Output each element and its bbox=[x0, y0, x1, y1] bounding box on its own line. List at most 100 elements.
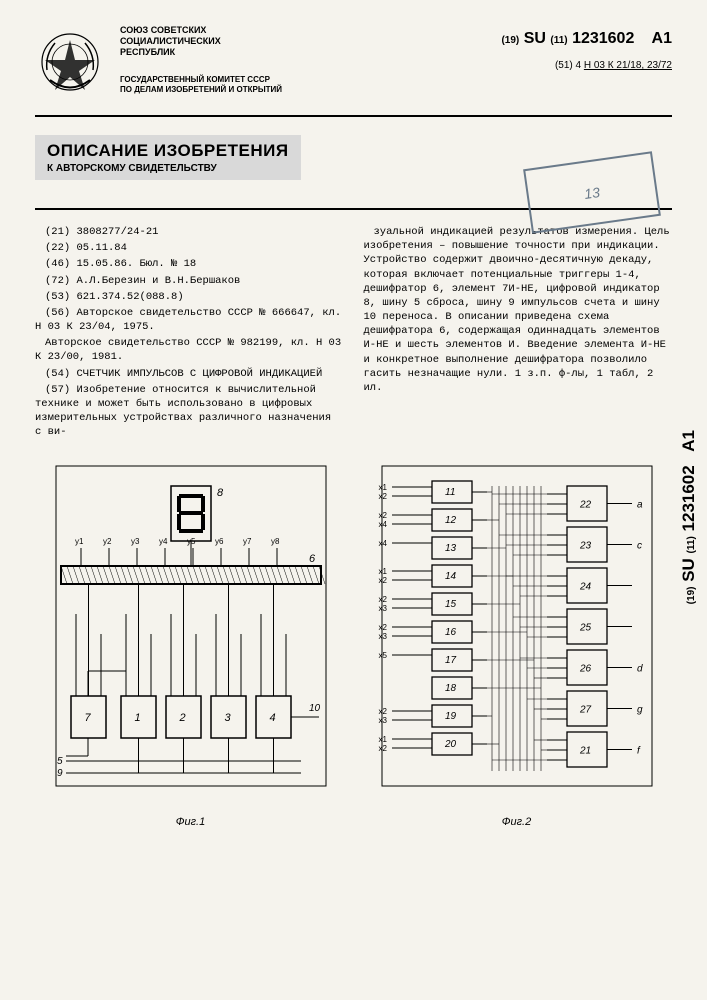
divider bbox=[35, 115, 672, 117]
svg-text:y8: y8 bbox=[271, 537, 280, 546]
doc-kind: A1 bbox=[652, 30, 672, 47]
svg-text:x1: x1 bbox=[378, 483, 387, 492]
doc-id-block: (19) SU (11) 1231602 A1 (51) 4 Н 03 К 21… bbox=[501, 25, 672, 100]
figure-2-caption: Фиг.2 bbox=[377, 816, 657, 828]
svg-text:x2: x2 bbox=[378, 744, 387, 753]
biblio-line: (21) 3808277/24-21 bbox=[35, 225, 344, 239]
svg-text:7: 7 bbox=[84, 712, 91, 724]
svg-text:c: c bbox=[637, 541, 642, 552]
svg-text:9: 9 bbox=[57, 768, 63, 779]
svg-text:x1: x1 bbox=[378, 567, 387, 576]
biblio-line: (46) 15.05.86. Бюл. № 18 bbox=[35, 257, 344, 271]
ipc-code: Н 03 К 21/18, 23/72 bbox=[584, 60, 672, 71]
title-sub: К АВТОРСКОМУ СВИДЕТЕЛЬСТВУ bbox=[47, 163, 289, 174]
doc-id: (19) SU (11) 1231602 A1 bbox=[501, 30, 672, 48]
committee-name: ГОСУДАРСТВЕННЫЙ КОМИТЕТ СССР ПО ДЕЛАМ ИЗ… bbox=[120, 75, 486, 94]
figure-1-caption: Фиг.1 bbox=[51, 816, 331, 828]
svg-text:x4: x4 bbox=[378, 520, 387, 529]
svg-text:y6: y6 bbox=[215, 537, 224, 546]
svg-text:d: d bbox=[637, 664, 643, 675]
org-line: СОЦИАЛИСТИЧЕСКИХ bbox=[120, 36, 486, 47]
svg-text:4: 4 bbox=[269, 712, 275, 724]
title-block: ОПИСАНИЕ ИЗОБРЕТЕНИЯ К АВТОРСКОМУ СВИДЕТ… bbox=[35, 135, 301, 180]
figure-1-drawing: 86y1y2y3y4y5y6y7y8123475910 bbox=[51, 461, 331, 811]
svg-text:21: 21 bbox=[579, 746, 591, 757]
svg-text:x3: x3 bbox=[378, 604, 387, 613]
svg-text:y7: y7 bbox=[243, 537, 252, 546]
abstract-line: зуальной индикацией результатов измерени… bbox=[364, 225, 673, 395]
svg-text:24: 24 bbox=[579, 582, 592, 593]
patent-page: СОЮЗ СОВЕТСКИХ СОЦИАЛИСТИЧЕСКИХ РЕСПУБЛИ… bbox=[0, 0, 707, 1000]
side-country: SU bbox=[679, 558, 698, 582]
abstract-columns: (21) 3808277/24-21 (22) 05.11.84 (46) 15.0… bbox=[35, 225, 672, 441]
ipc-prefix: (51) 4 bbox=[555, 60, 581, 71]
committee-line: ПО ДЕЛАМ ИЗОБРЕТЕНИЙ И ОТКРЫТИЙ bbox=[120, 85, 486, 95]
side-kind: A1 bbox=[679, 430, 698, 452]
ipc: (51) 4 Н 03 К 21/18, 23/72 bbox=[501, 60, 672, 71]
svg-text:13: 13 bbox=[445, 543, 457, 554]
title-main: ОПИСАНИЕ ИЗОБРЕТЕНИЯ bbox=[47, 141, 289, 161]
svg-text:x2: x2 bbox=[378, 511, 387, 520]
svg-text:x5: x5 bbox=[378, 651, 387, 660]
biblio-line: (57) Изобретение относится к вычислитель… bbox=[35, 383, 344, 440]
svg-text:25: 25 bbox=[579, 623, 592, 634]
svg-text:6: 6 bbox=[309, 553, 316, 565]
side-doc-id: (19) SU (11) 1231602 A1 bbox=[679, 430, 699, 604]
figure-2-drawing: 11x1x212x2x413x414x1x215x2x316x2x317x518… bbox=[377, 461, 657, 811]
svg-text:2: 2 bbox=[178, 712, 185, 724]
right-column: зуальной индикацией результатов измерени… bbox=[364, 225, 673, 441]
side-nn: (11) bbox=[686, 536, 697, 553]
org-line: РЕСПУБЛИК bbox=[120, 47, 486, 58]
doc-country: SU bbox=[524, 30, 546, 47]
svg-text:3: 3 bbox=[224, 712, 231, 724]
biblio-line: (54) СЧЕТЧИК ИМПУЛЬСОВ С ЦИФРОВОЙ ИНДИКА… bbox=[35, 367, 344, 381]
svg-text:g: g bbox=[637, 705, 643, 716]
biblio-line: (22) 05.11.84 bbox=[35, 241, 344, 255]
svg-text:x3: x3 bbox=[378, 632, 387, 641]
svg-text:19: 19 bbox=[445, 711, 457, 722]
svg-text:22: 22 bbox=[579, 500, 592, 511]
svg-text:x1: x1 bbox=[378, 735, 387, 744]
svg-text:x2: x2 bbox=[378, 576, 387, 585]
ussr-emblem bbox=[35, 25, 105, 100]
svg-text:26: 26 bbox=[579, 664, 592, 675]
committee-line: ГОСУДАРСТВЕННЫЙ КОМИТЕТ СССР bbox=[120, 75, 486, 85]
svg-text:20: 20 bbox=[444, 739, 457, 750]
svg-text:10: 10 bbox=[309, 703, 321, 714]
header-text: СОЮЗ СОВЕТСКИХ СОЦИАЛИСТИЧЕСКИХ РЕСПУБЛИ… bbox=[120, 25, 486, 100]
biblio-line: Авторское свидетельство СССР № 982199, к… bbox=[35, 336, 344, 364]
svg-text:11: 11 bbox=[445, 487, 455, 498]
svg-text:15: 15 bbox=[445, 599, 457, 610]
svg-text:8: 8 bbox=[217, 487, 224, 499]
left-column: (21) 3808277/24-21 (22) 05.11.84 (46) 15.0… bbox=[35, 225, 344, 441]
org-line: СОЮЗ СОВЕТСКИХ bbox=[120, 25, 486, 36]
side-number: 1231602 bbox=[679, 465, 698, 531]
doc-number: 1231602 bbox=[572, 30, 634, 47]
stamp-number: 13 bbox=[583, 183, 601, 201]
svg-text:1: 1 bbox=[134, 712, 140, 724]
svg-text:x2: x2 bbox=[378, 492, 387, 501]
svg-text:y1: y1 bbox=[75, 537, 84, 546]
svg-text:a: a bbox=[637, 500, 643, 511]
figures-row: 86y1y2y3y4y5y6y7y8123475910 Фиг.1 11x1x2… bbox=[35, 461, 672, 828]
header: СОЮЗ СОВЕТСКИХ СОЦИАЛИСТИЧЕСКИХ РЕСПУБЛИ… bbox=[35, 25, 672, 100]
svg-text:x2: x2 bbox=[378, 707, 387, 716]
doc-prefix: (19) bbox=[501, 35, 519, 46]
svg-text:17: 17 bbox=[445, 655, 457, 666]
svg-text:x3: x3 bbox=[378, 716, 387, 725]
side-prefix: (19) bbox=[686, 587, 697, 605]
svg-text:x2: x2 bbox=[378, 595, 387, 604]
svg-text:23: 23 bbox=[579, 541, 592, 552]
svg-text:12: 12 bbox=[445, 515, 457, 526]
svg-text:x2: x2 bbox=[378, 623, 387, 632]
svg-text:f: f bbox=[637, 746, 641, 757]
figure-1: 86y1y2y3y4y5y6y7y8123475910 Фиг.1 bbox=[51, 461, 331, 828]
svg-text:y2: y2 bbox=[103, 537, 112, 546]
svg-text:5: 5 bbox=[57, 756, 63, 767]
biblio-line: (72) А.Л.Березин и В.Н.Бершаков bbox=[35, 274, 344, 288]
org-name: СОЮЗ СОВЕТСКИХ СОЦИАЛИСТИЧЕСКИХ РЕСПУБЛИ… bbox=[120, 25, 486, 57]
svg-text:16: 16 bbox=[445, 627, 457, 638]
doc-nn: (11) bbox=[550, 35, 567, 46]
biblio-line: (53) 621.374.52(088.8) bbox=[35, 290, 344, 304]
svg-text:y3: y3 bbox=[131, 537, 140, 546]
